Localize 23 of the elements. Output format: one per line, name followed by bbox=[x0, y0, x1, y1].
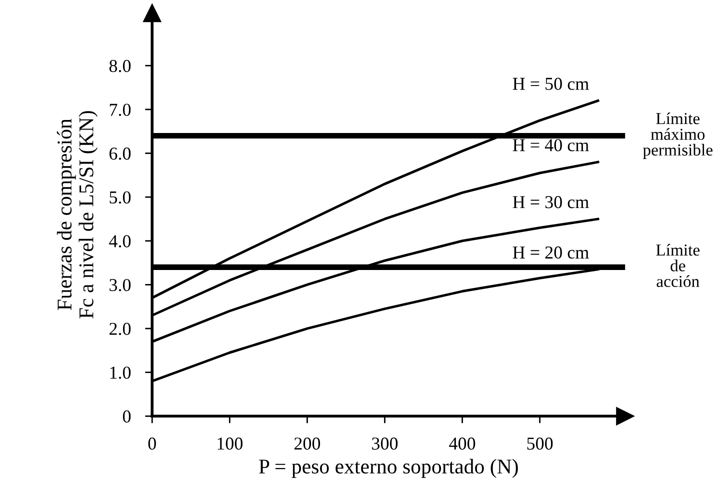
series-label: H = 40 cm bbox=[512, 139, 589, 152]
y-axis-title: Fuerzas de compresión Fc a nivel de L5/SI (KN) bbox=[56, 111, 98, 318]
x-tick-label: 100 bbox=[218, 438, 243, 450]
x-tick-label: 500 bbox=[527, 438, 553, 450]
y-tick-label: 8.0 bbox=[109, 60, 131, 72]
y-tick-label: 1.0 bbox=[110, 366, 131, 379]
x-tick-label: 200 bbox=[294, 438, 320, 450]
ref-line-label: Límite máximo permisible bbox=[642, 112, 712, 159]
x-axis-title: P = peso externo soportado (N) bbox=[259, 458, 518, 478]
series-label: H = 50 cm bbox=[512, 78, 589, 90]
x-tick-label: 0 bbox=[148, 438, 156, 450]
y-tick-label: 2.0 bbox=[110, 322, 131, 336]
y-tick-label: 3.0 bbox=[110, 278, 131, 292]
series-label: H = 20 cm bbox=[512, 246, 589, 259]
y-tick-label: 6.0 bbox=[110, 148, 131, 160]
series-label: H = 30 cm bbox=[512, 196, 589, 208]
x-tick-label: 400 bbox=[449, 438, 476, 450]
y-tick-label: 4.0 bbox=[109, 235, 131, 248]
y-tick-label: 5.0 bbox=[110, 191, 131, 204]
ref-line-label: Límite de acción bbox=[656, 244, 700, 288]
x-tick-label: 300 bbox=[372, 438, 398, 450]
y-tick-label: 7.0 bbox=[110, 104, 131, 116]
y-tick-label: 0 bbox=[122, 410, 131, 423]
